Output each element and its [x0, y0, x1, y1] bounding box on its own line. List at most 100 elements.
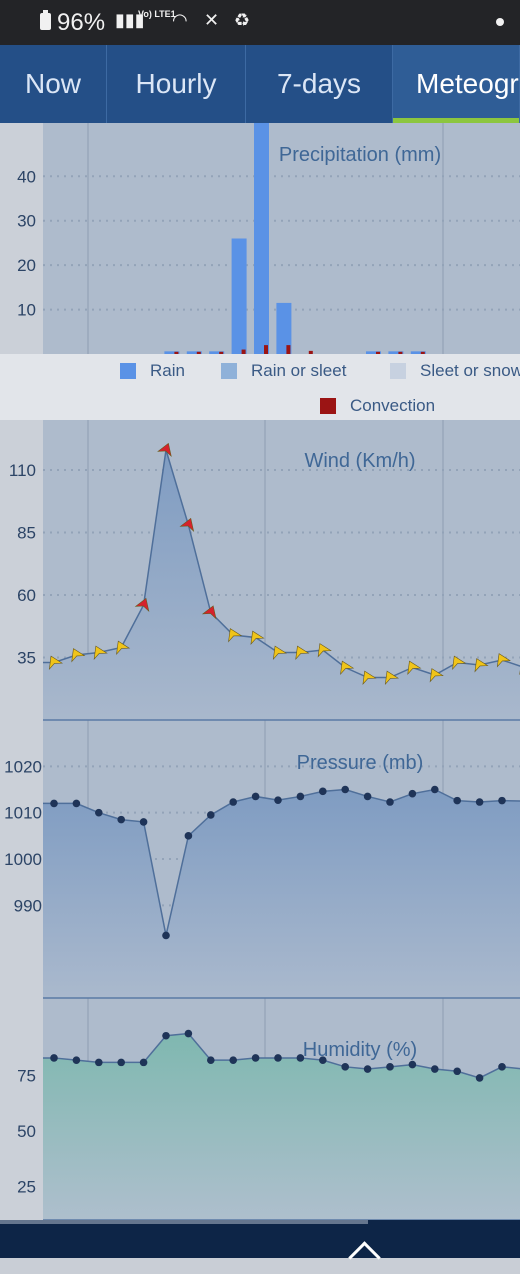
- wind-arrow: [295, 645, 310, 661]
- pressure-point: [475, 798, 484, 806]
- legend-rain-or-sleet[interactable]: Rain or sleet: [221, 361, 346, 381]
- wind-arrow-head: [71, 648, 86, 663]
- humidity-point: [296, 1054, 305, 1062]
- tab-meteogram[interactable]: Meteogr: [393, 45, 520, 123]
- humidity-point: [319, 1056, 327, 1064]
- precip-bar: [164, 351, 180, 354]
- pressure-point: [162, 931, 170, 940]
- battery-percent: 96%: [57, 9, 106, 36]
- series-area: [43, 789, 520, 998]
- legend-label: Rain: [150, 361, 185, 380]
- precip-bar: [186, 351, 202, 354]
- pressure-point: [386, 798, 394, 806]
- precip-bar: [231, 238, 247, 354]
- precip-bar: [366, 351, 381, 354]
- y-tick-label: 85: [17, 524, 36, 543]
- wind-arrow: [228, 628, 243, 643]
- wind-arrow-head: [295, 645, 310, 661]
- humidity-point: [50, 1054, 58, 1062]
- convection-bar: [420, 351, 425, 354]
- precip-bar: [254, 123, 269, 354]
- horizontal-scrollbar[interactable]: [0, 1220, 368, 1224]
- chart-title: Precipitation (mm): [279, 144, 441, 166]
- recycle-icon: ♻: [234, 10, 251, 30]
- humidity-point: [207, 1056, 215, 1064]
- wind-arrow-head: [48, 655, 64, 671]
- wind-arrow: [340, 660, 355, 676]
- pressure-point: [498, 796, 506, 805]
- series-area: [43, 1033, 520, 1220]
- wind-arrow: [71, 648, 86, 663]
- legend-swatch-sleet-or-snow: [390, 363, 406, 379]
- wind-arrow-head: [250, 630, 265, 646]
- wind-arrow-head: [407, 660, 422, 676]
- pressure-point: [274, 796, 282, 804]
- pressure-point: [296, 792, 305, 801]
- wind-arrow-head: [340, 660, 355, 676]
- legend-sleet-or-snow[interactable]: Sleet or snow: [390, 361, 520, 381]
- legend-label: Sleet or snow: [420, 361, 520, 380]
- wind-arrow-head: [496, 653, 512, 668]
- wind-arrow-head: [116, 640, 131, 656]
- humidity-point: [453, 1067, 462, 1076]
- wind-arrow-head: [134, 597, 150, 613]
- legend-convection[interactable]: Convection: [320, 396, 435, 416]
- y-tick-label: 20: [17, 256, 36, 275]
- convection-bar: [241, 349, 246, 354]
- convection-bar: [264, 345, 268, 354]
- wind-arrow-head: [429, 668, 444, 683]
- y-tick-label: 10: [17, 301, 36, 320]
- wind-arrow-head: [384, 670, 400, 686]
- humidity-point: [117, 1058, 125, 1067]
- y-tick-label: 1020: [4, 757, 42, 776]
- dot-icon: [496, 18, 504, 26]
- y-tick-label: 75: [17, 1067, 36, 1086]
- humidity-point: [251, 1054, 260, 1062]
- humidity-point: [431, 1065, 439, 1073]
- y-tick-label: 30: [17, 212, 36, 231]
- tab-7-days[interactable]: 7-days: [246, 45, 393, 123]
- wind-arrow: [407, 660, 422, 676]
- chart-title: Humidity (%): [303, 1039, 417, 1061]
- wind-arrow: [362, 670, 377, 686]
- wind-arrow: [452, 655, 467, 671]
- y-tick-label: 990: [14, 896, 42, 915]
- wind-arrow: [157, 442, 172, 458]
- pressure-point: [184, 832, 193, 840]
- wind-arrow: [429, 668, 444, 683]
- wind-arrow: [48, 655, 64, 671]
- legend-bg: [0, 354, 520, 420]
- y-tick-label: 25: [17, 1178, 36, 1197]
- legend-rain[interactable]: Rain: [120, 361, 185, 381]
- convection-bar: [286, 345, 291, 354]
- humidity-point: [139, 1058, 148, 1067]
- y-tick-label: 40: [17, 167, 36, 186]
- chart-title: Wind (Km/h): [304, 450, 415, 472]
- pressure-point: [117, 815, 125, 824]
- humidity-point: [184, 1029, 193, 1038]
- y-tick-label: 60: [17, 586, 36, 605]
- tab-now[interactable]: Now: [0, 45, 107, 123]
- humidity-point: [363, 1065, 372, 1073]
- wind-arrow: [179, 517, 195, 533]
- wind-arrow-head: [93, 645, 108, 661]
- y-tick-label: 110: [9, 461, 36, 480]
- wind-arrow: [116, 640, 131, 656]
- tab-hourly[interactable]: Hourly: [107, 45, 246, 123]
- meteogram[interactable]: 10 20 30 40 Precipitation (mm) 35 60 85 110 Wind …: [0, 123, 520, 1220]
- wind-arrow-head: [362, 670, 377, 686]
- battery-icon: [40, 10, 51, 30]
- wifi-icon: ◠: [172, 10, 188, 30]
- wind-arrow-head: [179, 517, 195, 533]
- wind-arrow: [384, 670, 400, 686]
- signal-icon: ▮▮▮: [115, 10, 145, 30]
- pressure-point: [319, 787, 327, 796]
- pressure-point: [139, 818, 148, 826]
- y-tick-label: 50: [17, 1122, 36, 1141]
- convection-bar: [174, 351, 179, 354]
- pressure-point: [408, 789, 417, 798]
- wind-arrow-head: [317, 643, 332, 658]
- pressure-point: [453, 796, 462, 805]
- legend-swatch-rain: [120, 363, 136, 379]
